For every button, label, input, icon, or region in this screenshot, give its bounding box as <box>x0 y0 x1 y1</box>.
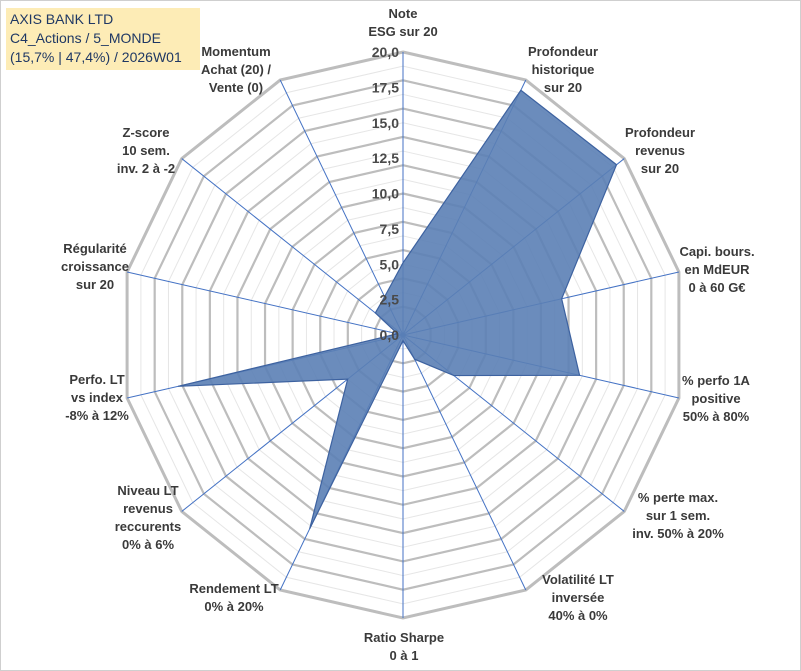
axis-label: Perfo. LT vs index -8% à 12% <box>65 372 129 423</box>
axis-label-line: Régularité <box>63 241 127 256</box>
series-layer <box>177 89 618 530</box>
axis-label-line: % perfo 1A <box>682 373 751 388</box>
axis-label-line: sur 1 sem. <box>646 508 710 523</box>
axis-label-line: inv. 2 à -2 <box>117 161 175 176</box>
axis-label-line: 0 à 60 G€ <box>688 280 745 295</box>
axis-label: % perfo 1A positive 50% à 80% <box>682 373 751 424</box>
axis-label: Niveau LT revenus reccurents 0% à 6% <box>115 483 181 552</box>
axis-label-line: Profondeur <box>528 44 598 59</box>
axis-label-line: historique <box>532 62 595 77</box>
axis-label-line: ESG sur 20 <box>368 24 437 39</box>
axis-label-line: positive <box>691 391 740 406</box>
axis-label-line: Achat (20) / <box>201 62 271 77</box>
title-company: AXIS BANK LTD <box>10 11 114 27</box>
radar-spoke <box>126 271 404 336</box>
axis-label: Profondeur historique sur 20 <box>528 44 598 95</box>
axis-label: % perte max. sur 1 sem. inv. 50% à 20% <box>632 490 724 541</box>
radial-tick-label: 7,5 <box>380 221 400 237</box>
axis-label-line: Momentum <box>201 44 270 59</box>
title-stats: (15,7% | 47,4%) / 2026W01 <box>10 49 182 65</box>
axis-label-line: Perfo. LT <box>69 372 124 387</box>
radar-spoke <box>402 334 527 591</box>
axis-label-line: Vente (0) <box>209 80 263 95</box>
axis-label: Volatilité LT inversée 40% à 0% <box>542 572 614 623</box>
axis-label-line: Volatilité LT <box>542 572 614 587</box>
radial-tick-label: 10,0 <box>372 186 399 202</box>
axis-label-line: 40% à 0% <box>548 608 608 623</box>
axis-label-line: vs index <box>71 390 124 405</box>
axis-label: Capi. bours. en MdEUR 0 à 60 G€ <box>679 244 754 295</box>
title-category: C4_Actions / 5_MONDE <box>10 30 161 46</box>
series-area <box>177 89 618 530</box>
axis-label-line: Profondeur <box>625 125 695 140</box>
axis-label-line: % perte max. <box>638 490 718 505</box>
tick-label-layer: 0,0 2,5 5,0 7,5 10,0 12,5 15,0 17,5 20,0 <box>372 44 399 343</box>
axis-label: Momentum Achat (20) / Vente (0) <box>201 44 271 95</box>
axis-label-line: 0% à 6% <box>122 537 174 552</box>
axis-label-line: -8% à 12% <box>65 408 129 423</box>
radial-tick-label: 20,0 <box>372 44 399 60</box>
radial-tick-label: 12,5 <box>372 150 399 166</box>
axis-label-line: inversée <box>552 590 605 605</box>
axis-label-line: revenus <box>123 501 173 516</box>
axis-label-line: en MdEUR <box>685 262 751 277</box>
axis-label: Régularité croissance sur 20 <box>61 241 129 292</box>
radar-spoke <box>279 79 404 336</box>
axis-label-line: 50% à 80% <box>683 409 750 424</box>
radial-tick-label: 2,5 <box>380 292 400 308</box>
radar-spoke <box>181 158 404 336</box>
axis-label-line: sur 20 <box>76 277 114 292</box>
axis-label: Z-score 10 sem. inv. 2 à -2 <box>117 125 175 176</box>
radial-tick-label: 15,0 <box>372 115 399 131</box>
chart-title-box: AXIS BANK LTD C4_Actions / 5_MONDE (15,7… <box>6 8 200 70</box>
axis-label-line: 10 sem. <box>122 143 170 158</box>
axis-label-line: sur 20 <box>544 80 582 95</box>
axis-label-line: Note <box>389 6 418 21</box>
axis-label-layer: Note ESG sur 20 Profondeur historique sur 20… <box>61 6 755 663</box>
axis-label: Note ESG sur 20 <box>368 6 437 39</box>
axis-label-line: sur 20 <box>641 161 679 176</box>
axis-label-line: 0 à 1 <box>390 648 419 663</box>
axis-label: Rendement LT 0% à 20% <box>189 581 278 614</box>
axis-label: Ratio Sharpe 0 à 1 <box>364 630 444 663</box>
axis-label-line: Rendement LT <box>189 581 278 596</box>
axis-label-line: 0% à 20% <box>204 599 264 614</box>
axis-label-line: inv. 50% à 20% <box>632 526 724 541</box>
axis-label-line: reccurents <box>115 519 181 534</box>
axis-label-line: revenus <box>635 143 685 158</box>
radial-tick-label: 5,0 <box>380 256 400 272</box>
axis-label-line: Niveau LT <box>117 483 178 498</box>
radial-tick-label: 17,5 <box>372 79 399 95</box>
axis-label-line: Z-score <box>123 125 170 140</box>
axis-label-line: Ratio Sharpe <box>364 630 444 645</box>
axis-label-line: croissance <box>61 259 129 274</box>
axis-label-line: Capi. bours. <box>679 244 754 259</box>
axis-label: Profondeur revenus sur 20 <box>625 125 695 176</box>
radial-tick-label: 0,0 <box>380 327 400 343</box>
